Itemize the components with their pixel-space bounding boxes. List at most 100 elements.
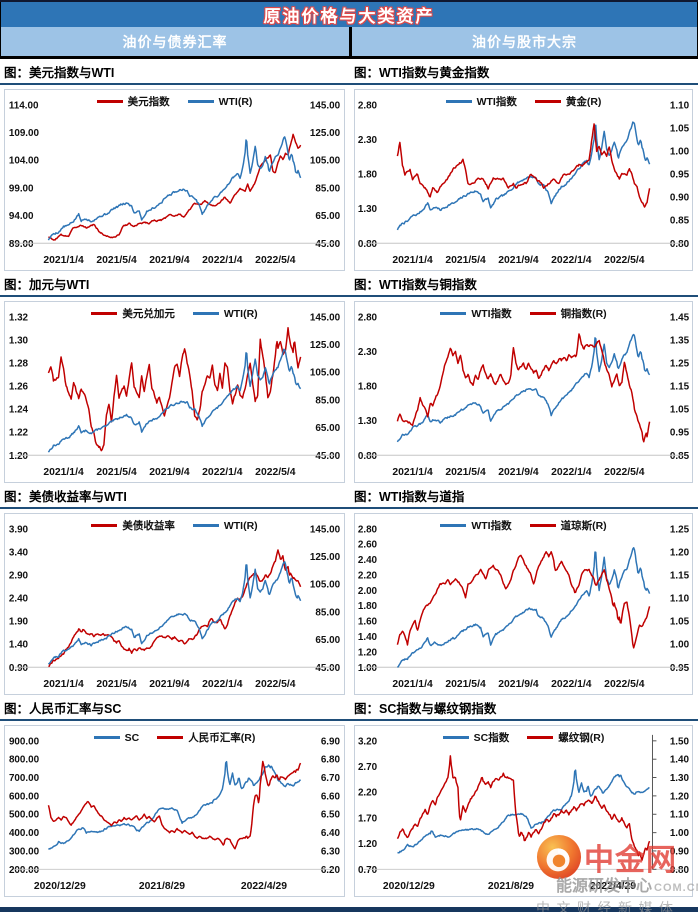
svg-text:2.40: 2.40 [358, 555, 378, 566]
svg-text:2020/12/29: 2020/12/29 [383, 881, 435, 892]
svg-text:2.80: 2.80 [358, 312, 378, 323]
svg-text:200.00: 200.00 [9, 865, 40, 876]
svg-text:0.95: 0.95 [670, 170, 690, 181]
svg-text:3.20: 3.20 [358, 736, 378, 747]
svg-text:2020/12/29: 2020/12/29 [34, 881, 86, 892]
svg-text:145.00: 145.00 [310, 100, 341, 111]
title-underline [0, 507, 350, 509]
chart-section-3: 图：加元与WTI 1.20 1.22 1.24 1.26 1.28 1.30 1.32 45.0… [0, 271, 350, 483]
title-underline [0, 719, 350, 721]
svg-text:1.60: 1.60 [358, 617, 378, 628]
series-0 [47, 760, 302, 851]
svg-text:2022/5/4: 2022/5/4 [604, 255, 645, 266]
svg-text:2022/5/4: 2022/5/4 [604, 467, 645, 478]
svg-text:2021/5/4: 2021/5/4 [445, 467, 486, 478]
svg-text:1.00: 1.00 [670, 640, 690, 651]
svg-text:300.00: 300.00 [9, 846, 40, 857]
svg-text:2021/1/4: 2021/1/4 [43, 679, 84, 690]
svg-text:2021/1/4: 2021/1/4 [392, 679, 433, 690]
title-underline [0, 295, 350, 297]
chart-box: 0.80 1.30 1.80 2.30 2.80 0.85 0.95 1.05 1.15 1.25… [354, 301, 693, 483]
chart-box: 0.70 1.20 1.70 2.20 2.70 3.20 0.80 0.90 1.00 1.10… [354, 725, 693, 897]
chart-section-6: 图：WTI指数与道指 1.00 1.20 1.40 1.60 1.80 2.00 2.20 2.… [350, 483, 698, 695]
title-underline [350, 719, 698, 721]
chart-title: 图：WTI指数与铜指数 [354, 278, 477, 292]
series-1 [47, 760, 302, 850]
svg-text:105.00: 105.00 [310, 156, 341, 167]
series-0 [396, 333, 651, 443]
svg-text:0.85: 0.85 [670, 216, 690, 227]
svg-text:2021/1/4: 2021/1/4 [43, 467, 84, 478]
svg-text:2022/1/4: 2022/1/4 [202, 467, 243, 478]
series-0 [48, 133, 302, 241]
svg-text:1.05: 1.05 [670, 123, 690, 134]
svg-text:85.00: 85.00 [315, 395, 340, 406]
svg-text:2021/5/4: 2021/5/4 [445, 679, 486, 690]
svg-text:1.80: 1.80 [358, 601, 378, 612]
column-header-left: 油价与债券汇率 [1, 27, 352, 56]
svg-text:45.00: 45.00 [315, 663, 340, 674]
title-underline [0, 83, 350, 85]
chart-box: 0.80 1.30 1.80 2.30 2.80 0.80 0.85 0.90 0.95 1.00… [354, 89, 693, 271]
chart-canvas: 200.00 300.00 400.00 500.00 600.00 700.00 800.… [9, 736, 341, 892]
svg-text:2021/8/29: 2021/8/29 [139, 881, 185, 892]
column-header-right: 油价与股市大宗 [352, 27, 697, 56]
svg-text:1.10: 1.10 [670, 594, 690, 605]
svg-text:1.35: 1.35 [670, 335, 690, 346]
svg-text:45.00: 45.00 [315, 451, 340, 462]
svg-text:1.20: 1.20 [670, 547, 690, 558]
svg-text:2021/5/4: 2021/5/4 [96, 467, 137, 478]
svg-text:1.25: 1.25 [670, 524, 690, 535]
svg-text:1.22: 1.22 [9, 428, 29, 439]
chart-canvas: 89.00 94.00 99.00 104.00 109.00 114.00 45.00 65… [9, 100, 341, 266]
svg-text:1.28: 1.28 [9, 358, 29, 369]
svg-text:700.00: 700.00 [9, 773, 40, 784]
chart-section-7: 图：人民币汇率与SC 200.00 300.00 400.00 500.00 600.00… [0, 695, 350, 907]
svg-text:2021/5/4: 2021/5/4 [96, 255, 137, 266]
series-1 [396, 551, 651, 649]
series-1 [47, 561, 302, 665]
bottom-border [0, 907, 698, 912]
svg-text:2022/5/4: 2022/5/4 [604, 679, 645, 690]
svg-text:3.40: 3.40 [9, 547, 29, 558]
svg-text:2.30: 2.30 [358, 135, 378, 146]
svg-text:114.00: 114.00 [9, 100, 39, 111]
svg-text:1.00: 1.00 [358, 663, 378, 674]
svg-text:1.80: 1.80 [358, 382, 378, 393]
svg-text:1.00: 1.00 [670, 146, 690, 157]
title-underline [350, 507, 698, 509]
svg-text:104.00: 104.00 [9, 156, 40, 167]
svg-text:89.00: 89.00 [9, 239, 34, 250]
series-0 [47, 326, 302, 452]
svg-text:1.10: 1.10 [670, 100, 690, 111]
svg-text:65.00: 65.00 [315, 211, 340, 222]
svg-text:2021/9/4: 2021/9/4 [498, 255, 539, 266]
series-1 [396, 333, 651, 443]
svg-text:0.95: 0.95 [670, 663, 690, 674]
svg-text:2021/9/4: 2021/9/4 [149, 255, 190, 266]
series-1 [47, 348, 302, 453]
svg-text:1.25: 1.25 [670, 358, 690, 369]
column-header-left-label: 油价与债券汇率 [122, 33, 228, 50]
svg-text:1.80: 1.80 [358, 170, 378, 181]
svg-text:94.00: 94.00 [9, 211, 34, 222]
chart-title: 图：SC指数与螺纹钢指数 [354, 702, 497, 716]
charts-grid: 图：美元指数与WTI 89.00 94.00 99.00 104.00 109.00 114… [0, 59, 698, 907]
svg-text:125.00: 125.00 [310, 552, 341, 563]
svg-text:65.00: 65.00 [315, 423, 340, 434]
svg-text:1.00: 1.00 [670, 828, 690, 839]
svg-text:1.05: 1.05 [670, 617, 690, 628]
chart-box: 1.00 1.20 1.40 1.60 1.80 2.00 2.20 2.40 2.60 2.80… [354, 513, 693, 695]
chart-title: 图：WTI指数与道指 [354, 490, 465, 504]
top-border [0, 0, 698, 2]
svg-text:6.40: 6.40 [321, 828, 341, 839]
svg-text:105.00: 105.00 [310, 368, 341, 379]
svg-text:1.26: 1.26 [9, 382, 29, 393]
svg-text:2022/1/4: 2022/1/4 [202, 255, 243, 266]
svg-text:2022/1/4: 2022/1/4 [551, 467, 592, 478]
svg-text:1.40: 1.40 [9, 640, 29, 651]
chart-section-5: 图：美债收益率与WTI 0.90 1.40 1.90 2.40 2.90 3.40 3.90 4… [0, 483, 350, 695]
svg-text:1.20: 1.20 [9, 451, 29, 462]
svg-text:0.80: 0.80 [358, 451, 378, 462]
chart-title: 图：美债收益率与WTI [4, 490, 127, 504]
